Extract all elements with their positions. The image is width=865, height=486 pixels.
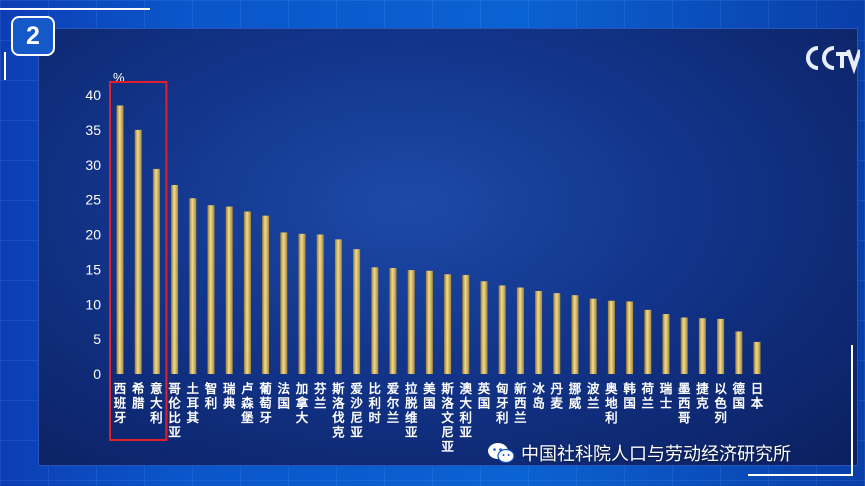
section-number-badge: 2 [11,16,55,56]
x-tick-label: 荷兰 [641,381,655,411]
bar [498,285,506,374]
x-tick-label: 美国 [423,381,436,411]
x-tick-label: 挪威 [569,381,582,411]
bar [680,317,688,374]
x-tick-label: 墨西哥 [678,381,691,425]
bar [644,309,652,374]
x-tick-label: 瑞典 [223,381,236,411]
bar [407,270,415,374]
bar [425,270,433,374]
x-tick-label: 卢森堡 [241,381,254,425]
x-tick-label: 丹麦 [551,381,564,411]
bar [389,267,397,374]
x-tick-label: 新西兰 [514,381,527,425]
bar [589,298,597,374]
x-axis-labels: 西班牙希腊意大利哥伦比亚土耳其智利瑞典卢森堡葡萄牙法国加拿大芬兰斯洛伐克爱沙尼亚… [114,381,764,454]
bar [225,206,233,374]
bar [444,274,452,374]
x-tick-label: 冰岛 [532,381,545,411]
bar [298,233,306,374]
bar [334,239,342,374]
y-tick-label: 35 [85,122,101,138]
bar [571,295,579,374]
x-tick-label: 以色列 [714,381,727,425]
y-tick-label: 25 [85,192,101,208]
x-tick-label: 爱尔兰 [386,381,400,425]
x-tick-label: 葡萄牙 [258,381,272,425]
x-tick-label: 澳大利亚 [460,381,473,440]
bar [280,232,288,374]
y-tick-label: 20 [85,227,101,243]
bar [462,274,470,374]
y-tick-label: 5 [93,331,101,347]
frame-line-left [4,52,6,80]
bar [662,314,670,374]
frame-line-bottom [748,474,853,476]
y-tick-label: 15 [85,261,101,277]
x-tick-label: 拉脱维亚 [405,381,418,440]
x-tick-label: 奥地利 [605,381,618,425]
y-tick-label: 30 [85,157,101,173]
x-tick-label: 智利 [204,381,218,411]
x-tick-label: 斯洛文尼亚 [441,381,454,454]
bar [189,198,197,374]
frame-line-right [851,345,853,475]
x-tick-label: 韩国 [623,381,636,411]
x-tick-label: 日本 [751,381,764,411]
x-tick-label: 意大利 [150,381,163,425]
bar [735,331,743,374]
x-tick-label: 加拿大 [295,381,309,425]
y-tick-label: 0 [93,366,101,382]
x-tick-label: 希腊 [131,381,145,411]
bar [480,281,488,374]
x-tick-label: 匈牙利 [495,381,509,425]
x-tick-label: 波兰 [587,381,600,411]
x-tick-label: 哥伦比亚 [168,381,181,440]
y-axis: 0 5 10 15 20 25 30 35 40 [85,87,101,382]
bar [243,211,251,374]
x-tick-label: 捷克 [696,381,709,411]
bar [152,168,160,374]
bar [698,318,706,374]
watermark-text: 中国社科院人口与劳动经济研究所 [521,444,791,465]
x-tick-label: 土耳其 [187,381,200,425]
y-tick-label: 10 [85,296,101,312]
cctv-logo [806,46,860,74]
bar [371,267,379,374]
bar [134,129,142,374]
bar [353,249,361,374]
y-tick-label: 40 [85,87,101,103]
x-tick-label: 斯洛伐克 [332,381,345,440]
x-tick-label: 芬兰 [313,381,327,411]
bar [607,300,615,374]
bar [626,301,634,374]
x-tick-label: 西班牙 [114,381,127,425]
x-tick-label: 瑞士 [660,381,673,411]
bar [171,184,179,374]
wechat-icon [488,443,515,464]
x-tick-label: 德国 [733,381,746,411]
x-tick-label: 英国 [478,381,491,411]
watermark: 中国社科院人口与劳动经济研究所 [487,440,791,466]
x-tick-label: 法国 [278,381,291,411]
bar [753,341,761,374]
x-tick-label: 爱沙尼亚 [350,381,363,440]
bar [717,318,725,374]
bar [316,234,324,374]
frame-line-top [0,8,150,10]
bar [553,293,561,374]
bar [116,105,124,375]
bar [535,290,543,374]
bar-series [116,105,761,375]
highlight-box [109,81,168,441]
bar [207,205,215,374]
x-tick-label: 比利时 [369,381,382,425]
bar [262,215,270,374]
bar [516,287,524,374]
